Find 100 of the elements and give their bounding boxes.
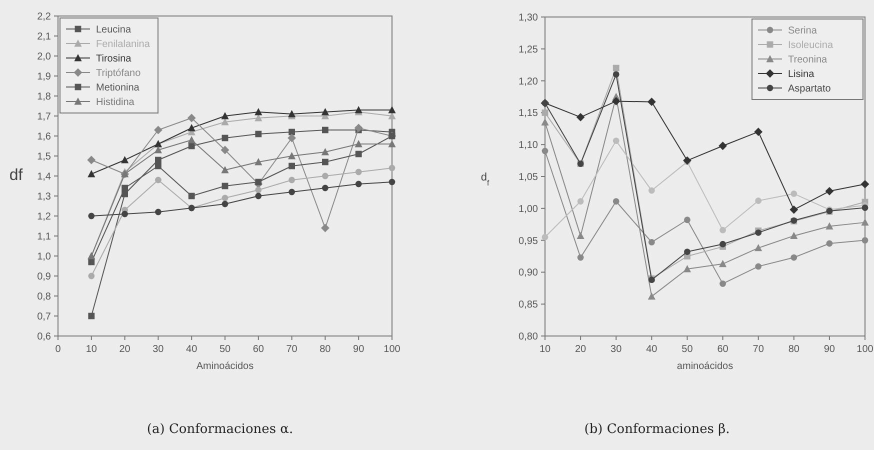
point (88, 212, 95, 220)
point (825, 186, 834, 196)
point (754, 128, 763, 136)
point (288, 188, 295, 196)
point (612, 138, 620, 144)
point (388, 178, 396, 186)
point (720, 226, 726, 234)
x-axis-title: Aminoácidos (196, 361, 254, 372)
point (790, 232, 798, 240)
x-tick-label: 60 (717, 344, 729, 355)
y-tick-label: 1,3 (37, 192, 52, 202)
x-tick-label: 70 (286, 344, 298, 355)
point (154, 126, 162, 134)
point (755, 263, 762, 270)
point (612, 97, 620, 106)
point (288, 152, 296, 160)
legend-label: Histidina (96, 97, 135, 108)
point (542, 110, 548, 116)
point (826, 222, 834, 230)
point (155, 162, 162, 170)
y-tick-label: 0,6 (37, 332, 52, 342)
x-axis-title: aminoácidos (676, 361, 734, 372)
point (648, 292, 656, 300)
y-tick-label: 2,2 (37, 12, 52, 22)
y-tick-label: 1,20 (518, 76, 538, 88)
point (322, 126, 328, 134)
point (648, 239, 655, 246)
x-tick-label: 70 (752, 344, 764, 355)
point (187, 114, 196, 122)
y-tick-label: 0,80 (518, 332, 538, 342)
point (254, 158, 262, 166)
point (322, 184, 328, 192)
legend-label: Serina (788, 26, 818, 36)
x-tick-label: 20 (574, 344, 587, 355)
point (542, 148, 548, 154)
legend-label: Fenilalanina (96, 39, 150, 50)
point (718, 260, 727, 268)
x-tick-label: 90 (353, 344, 365, 355)
point (288, 162, 295, 170)
point (683, 265, 692, 272)
point (790, 254, 798, 261)
y-tick-label: 0,8 (37, 292, 52, 302)
x-tick-label: 0 (55, 344, 62, 355)
point (612, 198, 620, 205)
x-tick-label: 10 (539, 344, 551, 355)
y-tick-label: 1,25 (518, 44, 538, 56)
point (88, 312, 95, 320)
point (720, 240, 726, 248)
y-tick-label: 1,00 (518, 204, 538, 215)
y-tick-label: 1,7 (37, 112, 52, 122)
point (542, 234, 548, 240)
point (288, 128, 295, 136)
point (684, 216, 690, 224)
x-tick-label: 40 (186, 344, 198, 355)
x-tick-label: 80 (788, 344, 800, 355)
point (388, 140, 396, 148)
y-tick-label: 1,2 (37, 212, 52, 222)
y-tick-label: 0,95 (518, 236, 538, 247)
point (155, 208, 162, 216)
point (754, 244, 762, 252)
x-tick-label: 50 (219, 344, 231, 355)
point (790, 190, 798, 197)
y-axis-title: d$_{f}$ (480, 172, 490, 187)
point (354, 124, 363, 132)
point (612, 71, 620, 78)
point (188, 142, 195, 150)
legend-label: Leucina (96, 24, 132, 36)
point (647, 98, 656, 106)
point (541, 118, 549, 126)
y-tick-label: 1,6 (37, 132, 52, 142)
y-tick-label: 1,10 (518, 140, 538, 152)
x-tick-label: 20 (119, 344, 131, 355)
x-tick-label: 60 (252, 344, 264, 355)
y-tick-label: 0,9 (37, 272, 52, 282)
legend-label: Triptófano (96, 68, 142, 79)
point (154, 146, 162, 154)
point (288, 176, 295, 184)
point (255, 192, 262, 200)
point (255, 178, 262, 186)
point (88, 272, 95, 280)
y-tick-label: 0,85 (518, 300, 538, 311)
point (221, 112, 229, 120)
legend-label: Metionina (96, 82, 140, 94)
point (222, 194, 228, 202)
legend-label: Isoleucina (788, 40, 834, 51)
x-tick-label: 80 (320, 344, 332, 355)
y-tick-label: 1,0 (37, 252, 52, 262)
y-tick-label: 1,9 (37, 72, 52, 82)
y-tick-label: 1,1 (37, 232, 52, 242)
text: (b) Conformaciones β. (584, 422, 730, 437)
point (88, 170, 96, 178)
point (388, 112, 396, 120)
point (577, 254, 584, 261)
point (155, 156, 162, 164)
point (155, 176, 162, 184)
x-tick-label: 10 (86, 344, 98, 355)
point (322, 158, 328, 166)
y-tick-label: 1,15 (518, 108, 538, 120)
point (862, 237, 868, 244)
point (254, 108, 262, 116)
